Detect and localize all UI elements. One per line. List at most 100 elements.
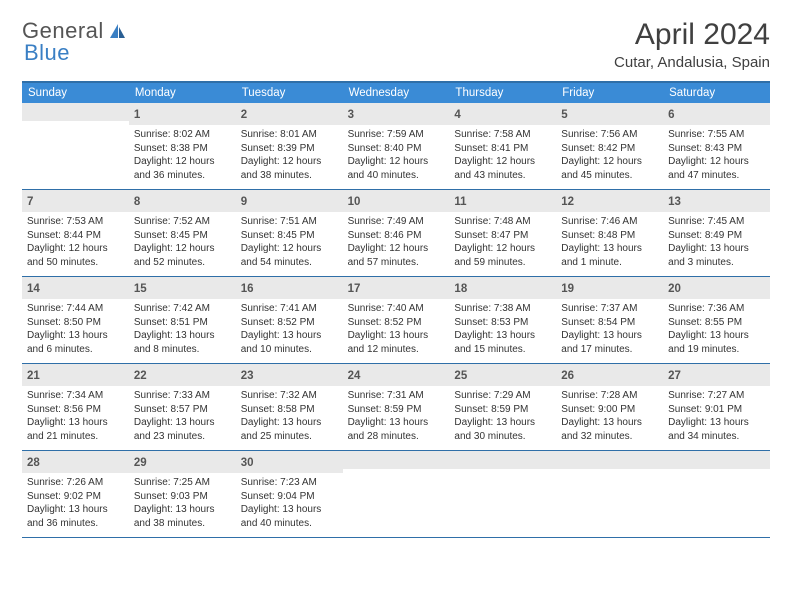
- week-row: 14 Sunrise: 7:44 AMSunset: 8:50 PMDayligh…: [22, 277, 770, 364]
- calendar: SundayMondayTuesdayWednesdayThursdayFrid…: [22, 81, 770, 538]
- day-cell: 19 Sunrise: 7:37 AMSunset: 8:54 PMDayligh…: [556, 277, 663, 363]
- day-number-row: 18: [449, 277, 556, 299]
- day-number: 16: [241, 283, 254, 295]
- day-cell: 15 Sunrise: 7:42 AMSunset: 8:51 PMDayligh…: [129, 277, 236, 363]
- day-number-row: 10: [343, 190, 450, 212]
- day-number-row: [22, 103, 129, 121]
- day-info: Sunrise: 7:46 AMSunset: 8:48 PMDaylight:…: [561, 215, 658, 269]
- day-info: Sunrise: 7:41 AMSunset: 8:52 PMDaylight:…: [241, 302, 338, 356]
- day-cell: [449, 451, 556, 537]
- day-cell: [663, 451, 770, 537]
- weekday-label: Monday: [129, 83, 236, 103]
- day-number: 10: [348, 196, 361, 208]
- day-info: Sunrise: 7:27 AMSunset: 9:01 PMDaylight:…: [668, 389, 765, 443]
- day-number-row: 17: [343, 277, 450, 299]
- weekday-label: Wednesday: [343, 83, 450, 103]
- day-number: 6: [668, 109, 674, 121]
- day-number: 7: [27, 196, 33, 208]
- day-info: Sunrise: 7:48 AMSunset: 8:47 PMDaylight:…: [454, 215, 551, 269]
- day-cell: 8Sunrise: 7:52 AMSunset: 8:45 PMDaylight…: [129, 190, 236, 276]
- day-number: 21: [27, 370, 40, 382]
- day-cell: 7 Sunrise: 7:53 AMSunset: 8:44 PMDaylight…: [22, 190, 129, 276]
- day-cell: 25 Sunrise: 7:29 AMSunset: 8:59 PMDayligh…: [449, 364, 556, 450]
- day-number-row: 11: [449, 190, 556, 212]
- day-cell: 5Sunrise: 7:56 AMSunset: 8:42 PMDaylight…: [556, 103, 663, 189]
- day-info: Sunrise: 7:32 AMSunset: 8:58 PMDaylight:…: [241, 389, 338, 443]
- day-number: 9: [241, 196, 247, 208]
- day-number-row: 22: [129, 364, 236, 386]
- day-cell: [556, 451, 663, 537]
- day-number-row: 23: [236, 364, 343, 386]
- day-info: Sunrise: 7:42 AMSunset: 8:51 PMDaylight:…: [134, 302, 231, 356]
- day-info: Sunrise: 7:29 AMSunset: 8:59 PMDaylight:…: [454, 389, 551, 443]
- weekday-label: Saturday: [663, 83, 770, 103]
- day-cell: 24 Sunrise: 7:31 AMSunset: 8:59 PMDayligh…: [343, 364, 450, 450]
- day-number: 30: [241, 457, 254, 469]
- day-cell: 2Sunrise: 8:01 AMSunset: 8:39 PMDaylight…: [236, 103, 343, 189]
- weekday-label: Thursday: [449, 83, 556, 103]
- day-number-row: 6: [663, 103, 770, 125]
- day-number: 26: [561, 370, 574, 382]
- day-number: 23: [241, 370, 254, 382]
- day-cell: [343, 451, 450, 537]
- day-info: Sunrise: 7:38 AMSunset: 8:53 PMDaylight:…: [454, 302, 551, 356]
- month-title: April 2024: [614, 18, 770, 52]
- day-number-row: 5: [556, 103, 663, 125]
- weekday-label: Tuesday: [236, 83, 343, 103]
- day-info: Sunrise: 7:49 AMSunset: 8:46 PMDaylight:…: [348, 215, 445, 269]
- day-cell: 30 Sunrise: 7:23 AMSunset: 9:04 PMDayligh…: [236, 451, 343, 537]
- day-number: 12: [561, 196, 574, 208]
- day-cell: 1 Sunrise: 8:02 AMSunset: 8:38 PMDaylight…: [129, 103, 236, 189]
- day-number-row: 16: [236, 277, 343, 299]
- day-cell: 23 Sunrise: 7:32 AMSunset: 8:58 PMDayligh…: [236, 364, 343, 450]
- day-cell: 14 Sunrise: 7:44 AMSunset: 8:50 PMDayligh…: [22, 277, 129, 363]
- day-number-row: 21: [22, 364, 129, 386]
- day-cell: 10 Sunrise: 7:49 AMSunset: 8:46 PMDayligh…: [343, 190, 450, 276]
- day-number-row: 24: [343, 364, 450, 386]
- day-cell: 28 Sunrise: 7:26 AMSunset: 9:02 PMDayligh…: [22, 451, 129, 537]
- week-row: 7 Sunrise: 7:53 AMSunset: 8:44 PMDaylight…: [22, 190, 770, 277]
- day-number-row: 14: [22, 277, 129, 299]
- day-number: 14: [27, 283, 40, 295]
- day-number-row: [449, 451, 556, 469]
- day-info: Sunrise: 8:02 AMSunset: 8:38 PMDaylight:…: [134, 128, 231, 182]
- day-number-row: 30: [236, 451, 343, 473]
- day-info: Sunrise: 7:23 AMSunset: 9:04 PMDaylight:…: [241, 476, 338, 530]
- day-number-row: 28: [22, 451, 129, 473]
- day-number: 20: [668, 283, 681, 295]
- day-number-row: 4: [449, 103, 556, 125]
- day-cell: 12 Sunrise: 7:46 AMSunset: 8:48 PMDayligh…: [556, 190, 663, 276]
- day-info: Sunrise: 7:28 AMSunset: 9:00 PMDaylight:…: [561, 389, 658, 443]
- day-number: 2: [241, 109, 247, 121]
- day-number: 29: [134, 457, 147, 469]
- day-number-row: 20: [663, 277, 770, 299]
- day-info: Sunrise: 7:40 AMSunset: 8:52 PMDaylight:…: [348, 302, 445, 356]
- day-cell: 6Sunrise: 7:55 AMSunset: 8:43 PMDaylight…: [663, 103, 770, 189]
- day-cell: [22, 103, 129, 189]
- day-number-row: 19: [556, 277, 663, 299]
- day-info: Sunrise: 7:44 AMSunset: 8:50 PMDaylight:…: [27, 302, 124, 356]
- day-cell: 26 Sunrise: 7:28 AMSunset: 9:00 PMDayligh…: [556, 364, 663, 450]
- day-number: 25: [454, 370, 467, 382]
- day-cell: 13Sunrise: 7:45 AMSunset: 8:49 PMDayligh…: [663, 190, 770, 276]
- day-cell: 3Sunrise: 7:59 AMSunset: 8:40 PMDaylight…: [343, 103, 450, 189]
- day-number: 1: [134, 109, 140, 121]
- day-info: Sunrise: 7:37 AMSunset: 8:54 PMDaylight:…: [561, 302, 658, 356]
- day-number-row: 15: [129, 277, 236, 299]
- day-info: Sunrise: 7:26 AMSunset: 9:02 PMDaylight:…: [27, 476, 124, 530]
- day-number-row: [663, 451, 770, 469]
- day-number: 27: [668, 370, 681, 382]
- day-number: 17: [348, 283, 361, 295]
- logo-sail-icon: [108, 22, 128, 40]
- day-info: Sunrise: 7:53 AMSunset: 8:44 PMDaylight:…: [27, 215, 124, 269]
- day-number: 18: [454, 283, 467, 295]
- day-info: Sunrise: 7:45 AMSunset: 8:49 PMDaylight:…: [668, 215, 765, 269]
- header: General April 2024 Cutar, Andalusia, Spa…: [22, 18, 770, 71]
- day-cell: 22Sunrise: 7:33 AMSunset: 8:57 PMDayligh…: [129, 364, 236, 450]
- day-cell: 17 Sunrise: 7:40 AMSunset: 8:52 PMDayligh…: [343, 277, 450, 363]
- day-number: 8: [134, 196, 140, 208]
- day-number: 15: [134, 283, 147, 295]
- day-number: 22: [134, 370, 147, 382]
- day-info: Sunrise: 7:31 AMSunset: 8:59 PMDaylight:…: [348, 389, 445, 443]
- day-cell: 27 Sunrise: 7:27 AMSunset: 9:01 PMDayligh…: [663, 364, 770, 450]
